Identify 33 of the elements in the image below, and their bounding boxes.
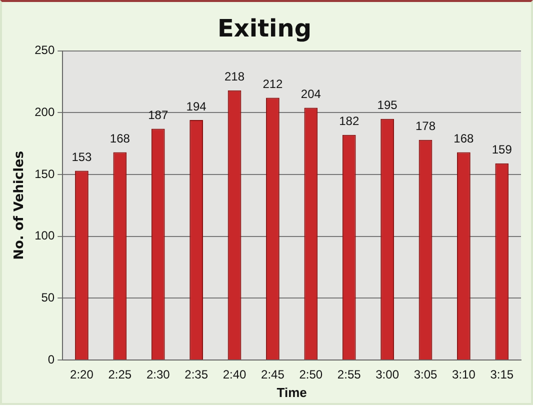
x-tick-label: 2:50	[299, 368, 323, 382]
data-label: 168	[454, 132, 474, 146]
data-label: 178	[415, 119, 436, 134]
x-tick-label: 2:55	[337, 368, 362, 382]
y-tick-label: 200	[34, 104, 55, 119]
data-label: 218	[224, 70, 245, 84]
x-tick-label: 2:35	[184, 368, 208, 382]
x-tick-label: 3:05	[414, 368, 438, 382]
x-tick-label: 3:15	[490, 368, 514, 382]
x-tick-label: 3:10	[452, 368, 476, 382]
y-tick-label: 150	[34, 166, 55, 181]
data-label: 168	[110, 132, 130, 146]
x-tick-label: 2:20	[70, 368, 94, 382]
data-label: 194	[186, 99, 207, 114]
x-tick-label: 2:45	[261, 368, 285, 382]
data-label: 159	[492, 142, 512, 157]
data-label: 212	[262, 77, 284, 92]
x-tick-label: 2:30	[146, 368, 170, 382]
chart-title: Exiting	[217, 14, 312, 43]
x-tick-label: 2:40	[222, 368, 247, 382]
y-tick-label: 0	[48, 352, 55, 366]
data-label: 204	[300, 87, 322, 102]
x-tick-label: 3:00	[376, 368, 400, 382]
data-label: 153	[72, 150, 92, 164]
y-axis-title: No. of Vehicles	[12, 150, 28, 260]
x-axis-title: Time	[276, 384, 307, 400]
y-tick-label: 50	[41, 290, 55, 304]
y-tick-label: 100	[34, 228, 55, 243]
data-label: 195	[377, 98, 398, 112]
y-tick-label: 250	[34, 43, 55, 58]
data-label: 187	[148, 108, 168, 122]
data-label: 182	[339, 114, 360, 128]
x-tick-label: 2:25	[108, 368, 132, 382]
